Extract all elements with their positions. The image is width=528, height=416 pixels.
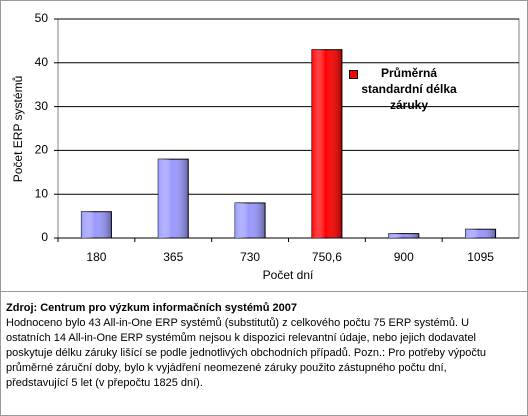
y-axis-label: Počet ERP systémů	[11, 76, 25, 183]
bar	[234, 202, 266, 239]
bar	[465, 228, 497, 239]
note-source: Zdroj: Centrum pro výzkum informačních s…	[6, 302, 297, 314]
y-tick-label: 40	[35, 55, 49, 69]
x-tick-label: 180	[86, 250, 106, 264]
x-tick-label: 750,6	[312, 250, 342, 264]
plot-area	[57, 18, 520, 239]
x-tick-label: 1095	[467, 250, 494, 264]
legend: Průměrná standardní délka záruky	[347, 65, 457, 113]
y-tick-label: 30	[35, 99, 49, 113]
bar	[388, 233, 420, 239]
bar	[311, 49, 343, 239]
x-tick-label: 730	[240, 250, 260, 264]
x-tick-label: 365	[163, 250, 183, 264]
legend-label: Průměrná standardní délka záruky	[361, 66, 457, 112]
bar	[80, 211, 112, 239]
chart: Počet ERP systémů Počet dní 0 10 20 30 40 50 1…	[11, 11, 520, 282]
y-tick-label: 0	[41, 230, 48, 244]
x-axis-label: Počet dní	[263, 268, 314, 282]
legend-swatch	[349, 70, 358, 79]
separator	[1, 291, 527, 292]
y-tick-label: 10	[35, 186, 49, 200]
y-tick-label: 50	[35, 11, 49, 25]
note-text: Hodnoceno bylo 43 All-in-One ERP systémů…	[6, 317, 486, 389]
bar	[157, 158, 189, 239]
y-tick-label: 20	[35, 143, 49, 157]
x-tick-label: 900	[394, 250, 414, 264]
note: Zdroj: Centrum pro výzkum informačních s…	[6, 301, 506, 391]
